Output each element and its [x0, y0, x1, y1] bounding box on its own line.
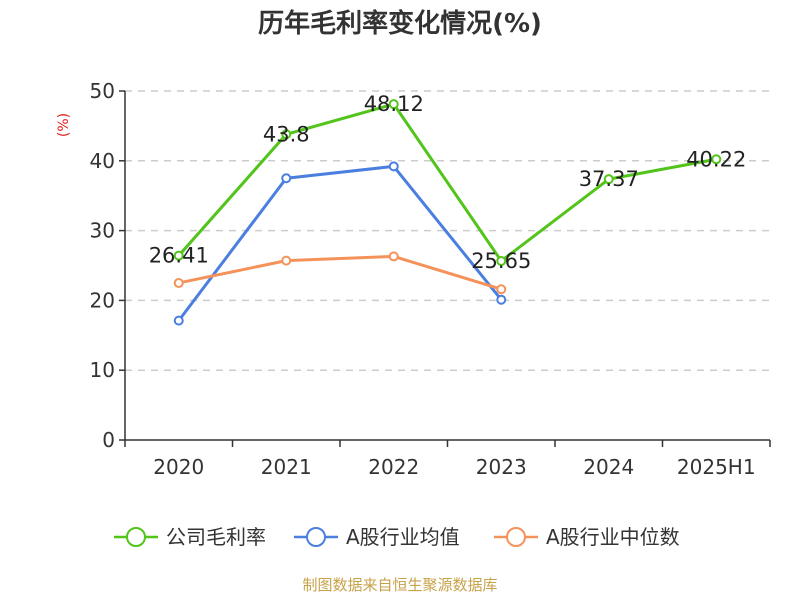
x-tick-label: 2022: [368, 455, 419, 479]
data-point: [281, 173, 292, 184]
legend-item: A股行业均值: [294, 525, 460, 549]
series-line: [178, 254, 502, 291]
data-point: [496, 284, 507, 295]
data-point: [281, 255, 292, 266]
y-tick-label: 30: [90, 219, 115, 243]
data-point: [496, 294, 507, 305]
data-label: 26.41: [149, 244, 209, 268]
data-point: [388, 99, 399, 110]
data-point: [388, 251, 399, 262]
series-lines: [173, 99, 722, 326]
axes: 0 10 20 30 40 50 2020 2021 2022 2023 2024 2025H1: [90, 79, 771, 479]
data-point: [603, 174, 614, 185]
data-point: [281, 129, 292, 140]
data-point: [496, 255, 507, 266]
y-tick-label: 40: [90, 149, 115, 173]
series-0: [173, 99, 722, 266]
series-line: [177, 102, 717, 263]
y-tick-label: 0: [102, 428, 115, 452]
y-tick-label: 50: [90, 79, 115, 103]
grid-lines: [125, 90, 770, 371]
x-tick-label: 2020: [153, 455, 204, 479]
data-point: [173, 250, 184, 261]
data-point: [173, 315, 184, 326]
data-label: 48.12: [364, 92, 424, 116]
series-line: [177, 164, 503, 322]
legend-label: A股行业中位数: [546, 525, 680, 549]
legend-item: A股行业中位数: [494, 525, 680, 549]
data-point: [711, 154, 722, 165]
x-tick-label: 2025H1: [677, 455, 756, 479]
series-2: [173, 251, 507, 295]
x-tick-label: 2024: [583, 455, 634, 479]
legend-marker: [306, 527, 326, 547]
data-labels: 26.41 43.8 48.12 25.65 37.37 40.22: [149, 92, 747, 273]
data-label: 43.8: [263, 122, 310, 146]
legend-marker: [506, 527, 526, 547]
series-1: [173, 161, 507, 326]
legend-item: 公司毛利率: [114, 525, 266, 549]
data-label: 25.65: [471, 249, 531, 273]
y-axis-unit: (%): [56, 113, 72, 137]
chart-title: 历年毛利率变化情况(%): [258, 8, 542, 39]
data-point: [173, 277, 184, 288]
legend: 公司毛利率 A股行业均值 A股行业中位数: [114, 525, 680, 549]
x-tick-label: 2023: [476, 455, 527, 479]
legend-marker: [126, 527, 146, 547]
legend-label: 公司毛利率: [166, 525, 266, 549]
x-tick-label: 2021: [261, 455, 312, 479]
legend-label: A股行业均值: [346, 525, 460, 549]
data-point: [388, 161, 399, 172]
source-note: 制图数据来自恒生聚源数据库: [302, 576, 497, 594]
data-label: 40.22: [686, 147, 746, 171]
y-tick-label: 20: [90, 288, 115, 312]
y-tick-label: 10: [90, 358, 115, 382]
data-label: 37.37: [579, 167, 639, 191]
